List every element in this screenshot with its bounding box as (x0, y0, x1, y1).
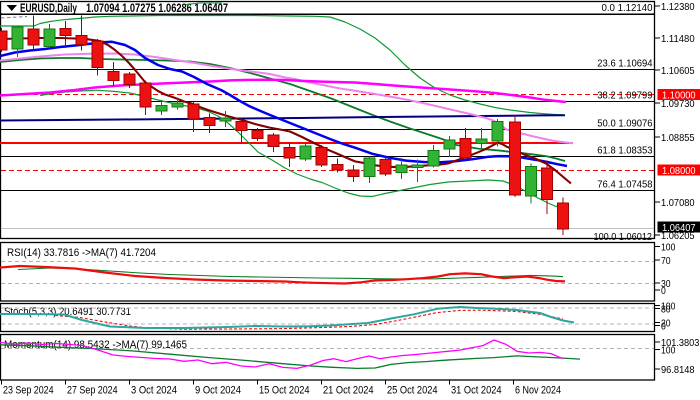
svg-text:23.6 1.10694: 23.6 1.10694 (597, 58, 652, 70)
svg-text:31 Oct 2024: 31 Oct 2024 (451, 385, 502, 397)
svg-text:0.0 1.12140: 0.0 1.12140 (602, 2, 653, 14)
svg-text:1.11480: 1.11480 (661, 33, 695, 45)
svg-text:25 Oct 2024: 25 Oct 2024 (387, 385, 438, 397)
svg-text:1.06205: 1.06205 (661, 230, 695, 242)
svg-text:101.3803: 101.3803 (661, 337, 700, 349)
svg-text:61.8 1.08353: 61.8 1.08353 (597, 145, 652, 157)
svg-text:1.08855: 1.08855 (661, 132, 695, 144)
svg-text:9 Oct 2024: 9 Oct 2024 (195, 385, 241, 397)
svg-text:38.2 1.09799: 38.2 1.09799 (597, 90, 652, 102)
svg-text:3 Oct 2024: 3 Oct 2024 (131, 385, 177, 397)
svg-text:100: 100 (661, 344, 676, 356)
svg-text:50.0 1.09076: 50.0 1.09076 (597, 118, 652, 130)
svg-text:76.4 1.07458: 76.4 1.07458 (597, 179, 652, 191)
svg-text:100: 100 (661, 300, 676, 312)
svg-text:20: 20 (661, 317, 671, 329)
svg-text:27 Sep 2024: 27 Sep 2024 (67, 385, 118, 397)
svg-text:23 Sep 2024: 23 Sep 2024 (3, 385, 54, 397)
svg-text:RSI(14) 33.7816 ->MA(7) 41.72: RSI(14) 33.7816 ->MA(7) 41.7204 (7, 247, 156, 259)
svg-text:21 Oct 2024: 21 Oct 2024 (323, 385, 374, 397)
svg-text:EURUSD,Daily: EURUSD,Daily (20, 3, 77, 15)
svg-text:1.06407: 1.06407 (662, 222, 696, 234)
svg-text:80: 80 (661, 303, 671, 315)
svg-text:30: 30 (661, 278, 671, 290)
svg-text:1.10605: 1.10605 (661, 65, 695, 77)
svg-text:15 Oct 2024: 15 Oct 2024 (259, 385, 310, 397)
svg-text:100: 100 (661, 241, 676, 253)
svg-text:0: 0 (661, 320, 666, 332)
svg-text:6 Nov 2024: 6 Nov 2024 (515, 385, 561, 397)
svg-text:1.09730: 1.09730 (661, 98, 695, 110)
svg-text:96.8148: 96.8148 (661, 364, 695, 376)
svg-text:1.10000: 1.10000 (662, 89, 696, 101)
svg-text:1.12380: 1.12380 (661, 1, 695, 13)
svg-text:1.08000: 1.08000 (662, 165, 696, 177)
svg-text:100.0 1.06012: 100.0 1.06012 (594, 231, 653, 243)
svg-text:1.07080: 1.07080 (661, 197, 695, 209)
svg-text:70: 70 (661, 255, 671, 267)
svg-text:0: 0 (661, 285, 666, 297)
svg-text:1.07094 1.07275 1.06286 1.0640: 1.07094 1.07275 1.06286 1.06407 (86, 3, 228, 15)
